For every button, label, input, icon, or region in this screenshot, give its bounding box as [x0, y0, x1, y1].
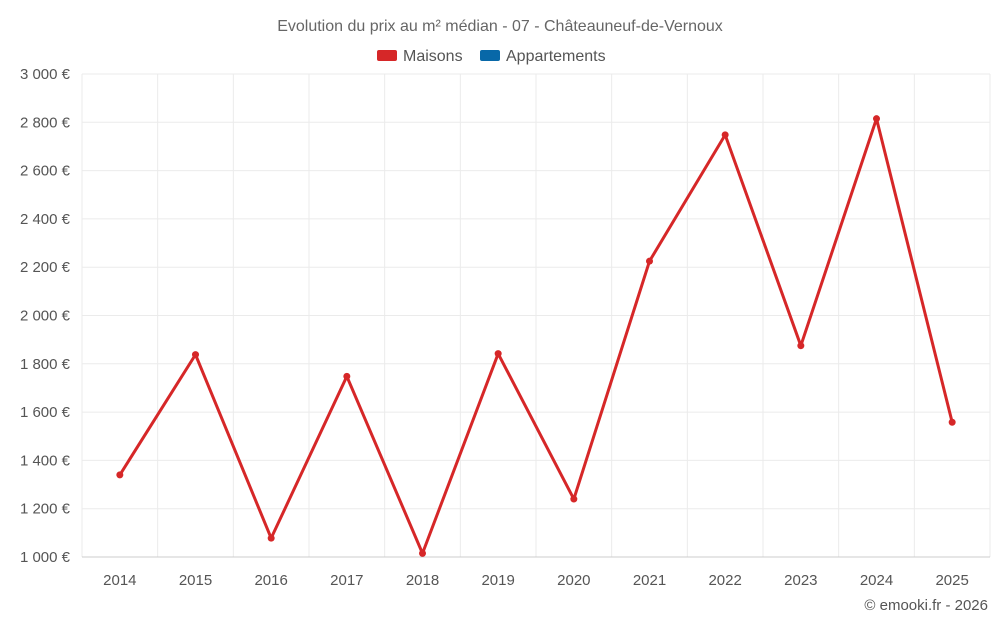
y-tick-label: 2 600 €: [20, 163, 71, 180]
credit-text: © emooki.fr - 2026: [864, 597, 988, 614]
data-point-maisons-2024[interactable]: [873, 115, 880, 123]
series-lines: [118, 117, 954, 555]
y-tick-label: 1 800 €: [20, 356, 71, 373]
data-point-maisons-2020[interactable]: [570, 495, 578, 503]
data-point-maisons-2014[interactable]: [116, 471, 124, 479]
y-tick-label: 2 000 €: [20, 308, 71, 325]
y-tick-label: 2 800 €: [20, 114, 71, 131]
x-tick-label: 2015: [179, 572, 212, 589]
data-point-maisons-2025[interactable]: [948, 418, 956, 426]
y-tick-label: 1 200 €: [20, 501, 71, 518]
y-tick-label: 1 000 €: [20, 549, 71, 566]
data-point-maisons-2019[interactable]: [494, 350, 502, 358]
x-tick-label: 2022: [708, 572, 741, 589]
y-tick-label: 2 200 €: [20, 259, 71, 276]
x-tick-label: 2021: [633, 572, 666, 589]
legend-swatch-appartements: [480, 50, 500, 61]
data-point-maisons-2023[interactable]: [797, 342, 805, 350]
x-tick-label: 2017: [330, 572, 363, 589]
legend-label-appartements: Appartements: [506, 48, 606, 65]
x-axis-tick-labels: 2014 2015 2016 2017 2018 2019 2020 2021 2022 2023…: [103, 572, 969, 589]
legend-swatch-maisons: [377, 50, 397, 61]
legend: Maisons Appartements: [377, 48, 606, 65]
series-points: [116, 115, 956, 557]
x-tick-label: 2020: [557, 572, 590, 589]
x-tick-label: 2014: [103, 572, 136, 589]
x-tick-label: 2024: [860, 572, 893, 589]
y-tick-label: 2 400 €: [20, 211, 71, 228]
data-point-maisons-2015[interactable]: [192, 351, 199, 359]
legend-item-maisons[interactable]: Maisons: [377, 48, 463, 65]
x-tick-label: 2018: [406, 572, 439, 589]
series-line-maisons: [118, 117, 954, 555]
data-point-maisons-2022[interactable]: [721, 131, 729, 139]
x-gridlines: [81, 74, 991, 557]
y-axis-tick-labels: 1 000 € 1 200 € 1 400 € 1 600 € 1 800 € 2 000…: [20, 66, 71, 566]
data-point-maisons-2016[interactable]: [267, 534, 275, 542]
data-point-maisons-2021[interactable]: [646, 257, 653, 265]
y-tick-label: 3 000 €: [20, 66, 71, 83]
data-point-maisons-2018[interactable]: [419, 549, 426, 557]
x-tick-label: 2025: [935, 572, 968, 589]
legend-item-appartements[interactable]: Appartements: [480, 48, 606, 65]
x-tick-label: 2023: [784, 572, 817, 589]
legend-label-maisons: Maisons: [403, 48, 463, 65]
x-tick-label: 2019: [481, 572, 514, 589]
y-tick-label: 1 600 €: [20, 404, 71, 421]
y-tick-label: 1 400 €: [20, 452, 71, 469]
chart-title: Evolution du prix au m² médian - 07 - Ch…: [277, 18, 723, 35]
data-point-maisons-2017[interactable]: [343, 372, 351, 380]
x-tick-label: 2016: [254, 572, 287, 589]
